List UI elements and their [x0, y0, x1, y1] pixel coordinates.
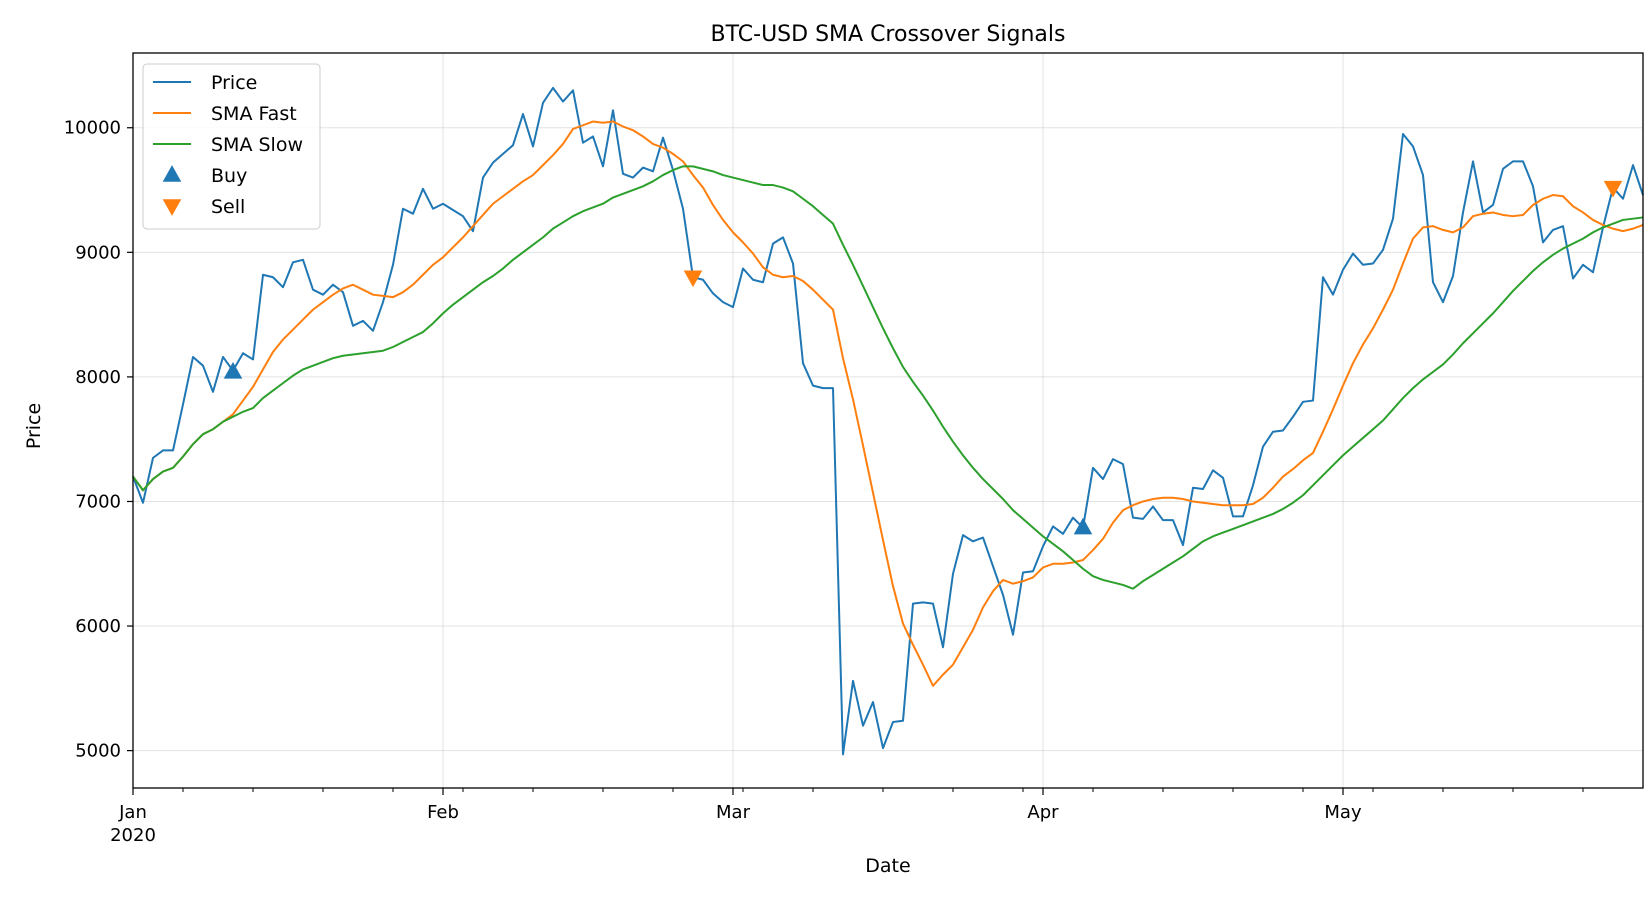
series-line-sma-slow — [132, 165, 1644, 590]
y-tick-label: 9000 — [75, 242, 121, 263]
buy-marker — [1073, 517, 1093, 535]
legend-label-sell: Sell — [211, 196, 245, 218]
legend-label-buy: Buy — [211, 165, 247, 187]
plot-area — [132, 86, 1644, 756]
legend-swatch-sell — [162, 199, 182, 216]
legend-label-sma-slow: SMA Slow — [211, 134, 303, 156]
x-tick-label: Jan — [118, 802, 147, 823]
y-tick-label: 7000 — [75, 491, 121, 512]
y-axis-label: Price — [23, 403, 45, 449]
x-tick-label: Feb — [427, 802, 459, 823]
y-tick-label: 8000 — [75, 367, 121, 388]
y-tick-label: 6000 — [75, 616, 121, 637]
chart-title: BTC-USD SMA Crossover Signals — [711, 22, 1066, 47]
sell-marker — [1603, 180, 1623, 198]
buy-marker — [223, 361, 243, 379]
sell-marker — [683, 270, 703, 288]
series-line-sma-fast — [132, 120, 1644, 687]
x-axis-label: Date — [865, 855, 910, 877]
y-tick-label: 5000 — [75, 741, 121, 762]
legend: Price SMA Fast SMA Slow Buy Sell — [142, 63, 321, 230]
plot-frame — [132, 52, 1644, 789]
legend-box — [142, 63, 321, 230]
y-tick-label: 10000 — [64, 118, 121, 139]
legend-label-price: Price — [211, 72, 257, 94]
grid — [132, 53, 1643, 788]
legend-label-sma-fast: SMA Fast — [211, 103, 297, 125]
x-tick-label: Apr — [1027, 802, 1059, 823]
x-tick-sublabel: 2020 — [110, 825, 156, 846]
x-tick-label: Mar — [716, 802, 751, 823]
legend-swatch-buy — [162, 165, 182, 182]
x-tick-label: May — [1324, 802, 1362, 823]
